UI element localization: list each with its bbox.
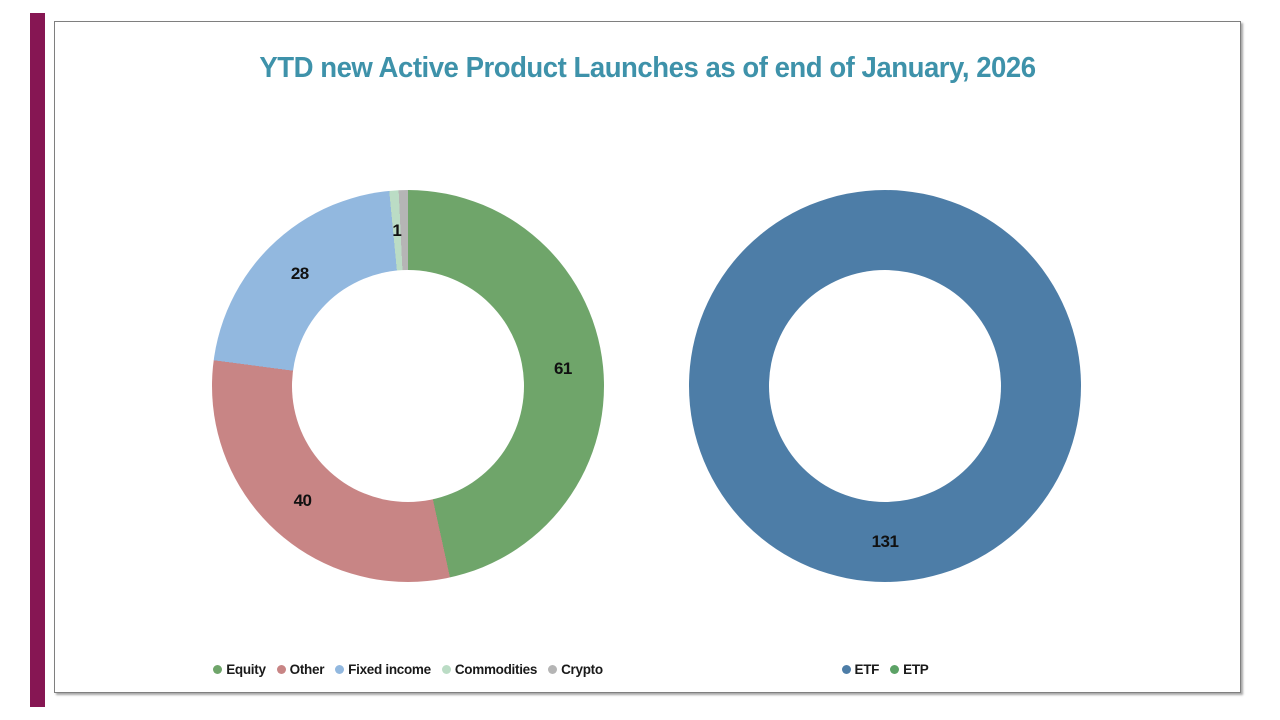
slice-label-equity: 61 xyxy=(553,359,572,379)
legend-item-commodities: Commodities xyxy=(441,661,538,677)
wrapper-type-donut-chart: 131 xyxy=(689,190,1081,582)
chart-title: YTD new Active Product Launches as of en… xyxy=(259,52,1036,84)
legend-item-equity: Equity xyxy=(213,661,266,677)
legend-label: ETF xyxy=(854,661,880,677)
legend-label: Other xyxy=(289,661,325,677)
slice-label-commodities: 1 xyxy=(392,220,402,240)
slide-accent-bar xyxy=(30,13,45,707)
legend-label: Equity xyxy=(226,661,266,677)
donut-hole xyxy=(292,270,524,502)
legend-dot-other xyxy=(276,664,286,674)
legend-dot-equity xyxy=(213,664,223,674)
legend-label: ETP xyxy=(903,661,929,677)
slice-label-other: 40 xyxy=(293,490,312,510)
slide: YTD new Active Product Launches as of en… xyxy=(54,21,1241,693)
slice-label-etf: 131 xyxy=(871,531,899,551)
legend-dot-fixed-income xyxy=(335,664,345,674)
legend-item-etf: ETF xyxy=(841,661,880,677)
legend-label: Fixed income xyxy=(348,661,431,677)
legend-dot-commodities xyxy=(441,664,451,674)
legend-label: Crypto xyxy=(561,661,603,677)
slice-label-fixed-income: 28 xyxy=(290,263,309,283)
legend-item-other: Other xyxy=(276,661,325,677)
legend-dot-crypto xyxy=(548,664,558,674)
wrapper-type-legend: ETF ETP xyxy=(689,659,1081,679)
legend-item-fixed-income: Fixed income xyxy=(335,662,431,677)
legend-item-etp: ETP xyxy=(890,661,929,677)
legend-item-crypto: Crypto xyxy=(548,662,603,677)
asset-class-donut-chart: 61 40 28 1 xyxy=(212,190,604,582)
legend-dot-etf xyxy=(841,664,851,674)
donut-hole xyxy=(769,270,1001,502)
legend-dot-etp xyxy=(890,664,900,674)
legend-label: Commodities xyxy=(454,661,538,677)
asset-class-legend: Equity Other Fixed income Commodities Crypto xyxy=(212,659,604,679)
